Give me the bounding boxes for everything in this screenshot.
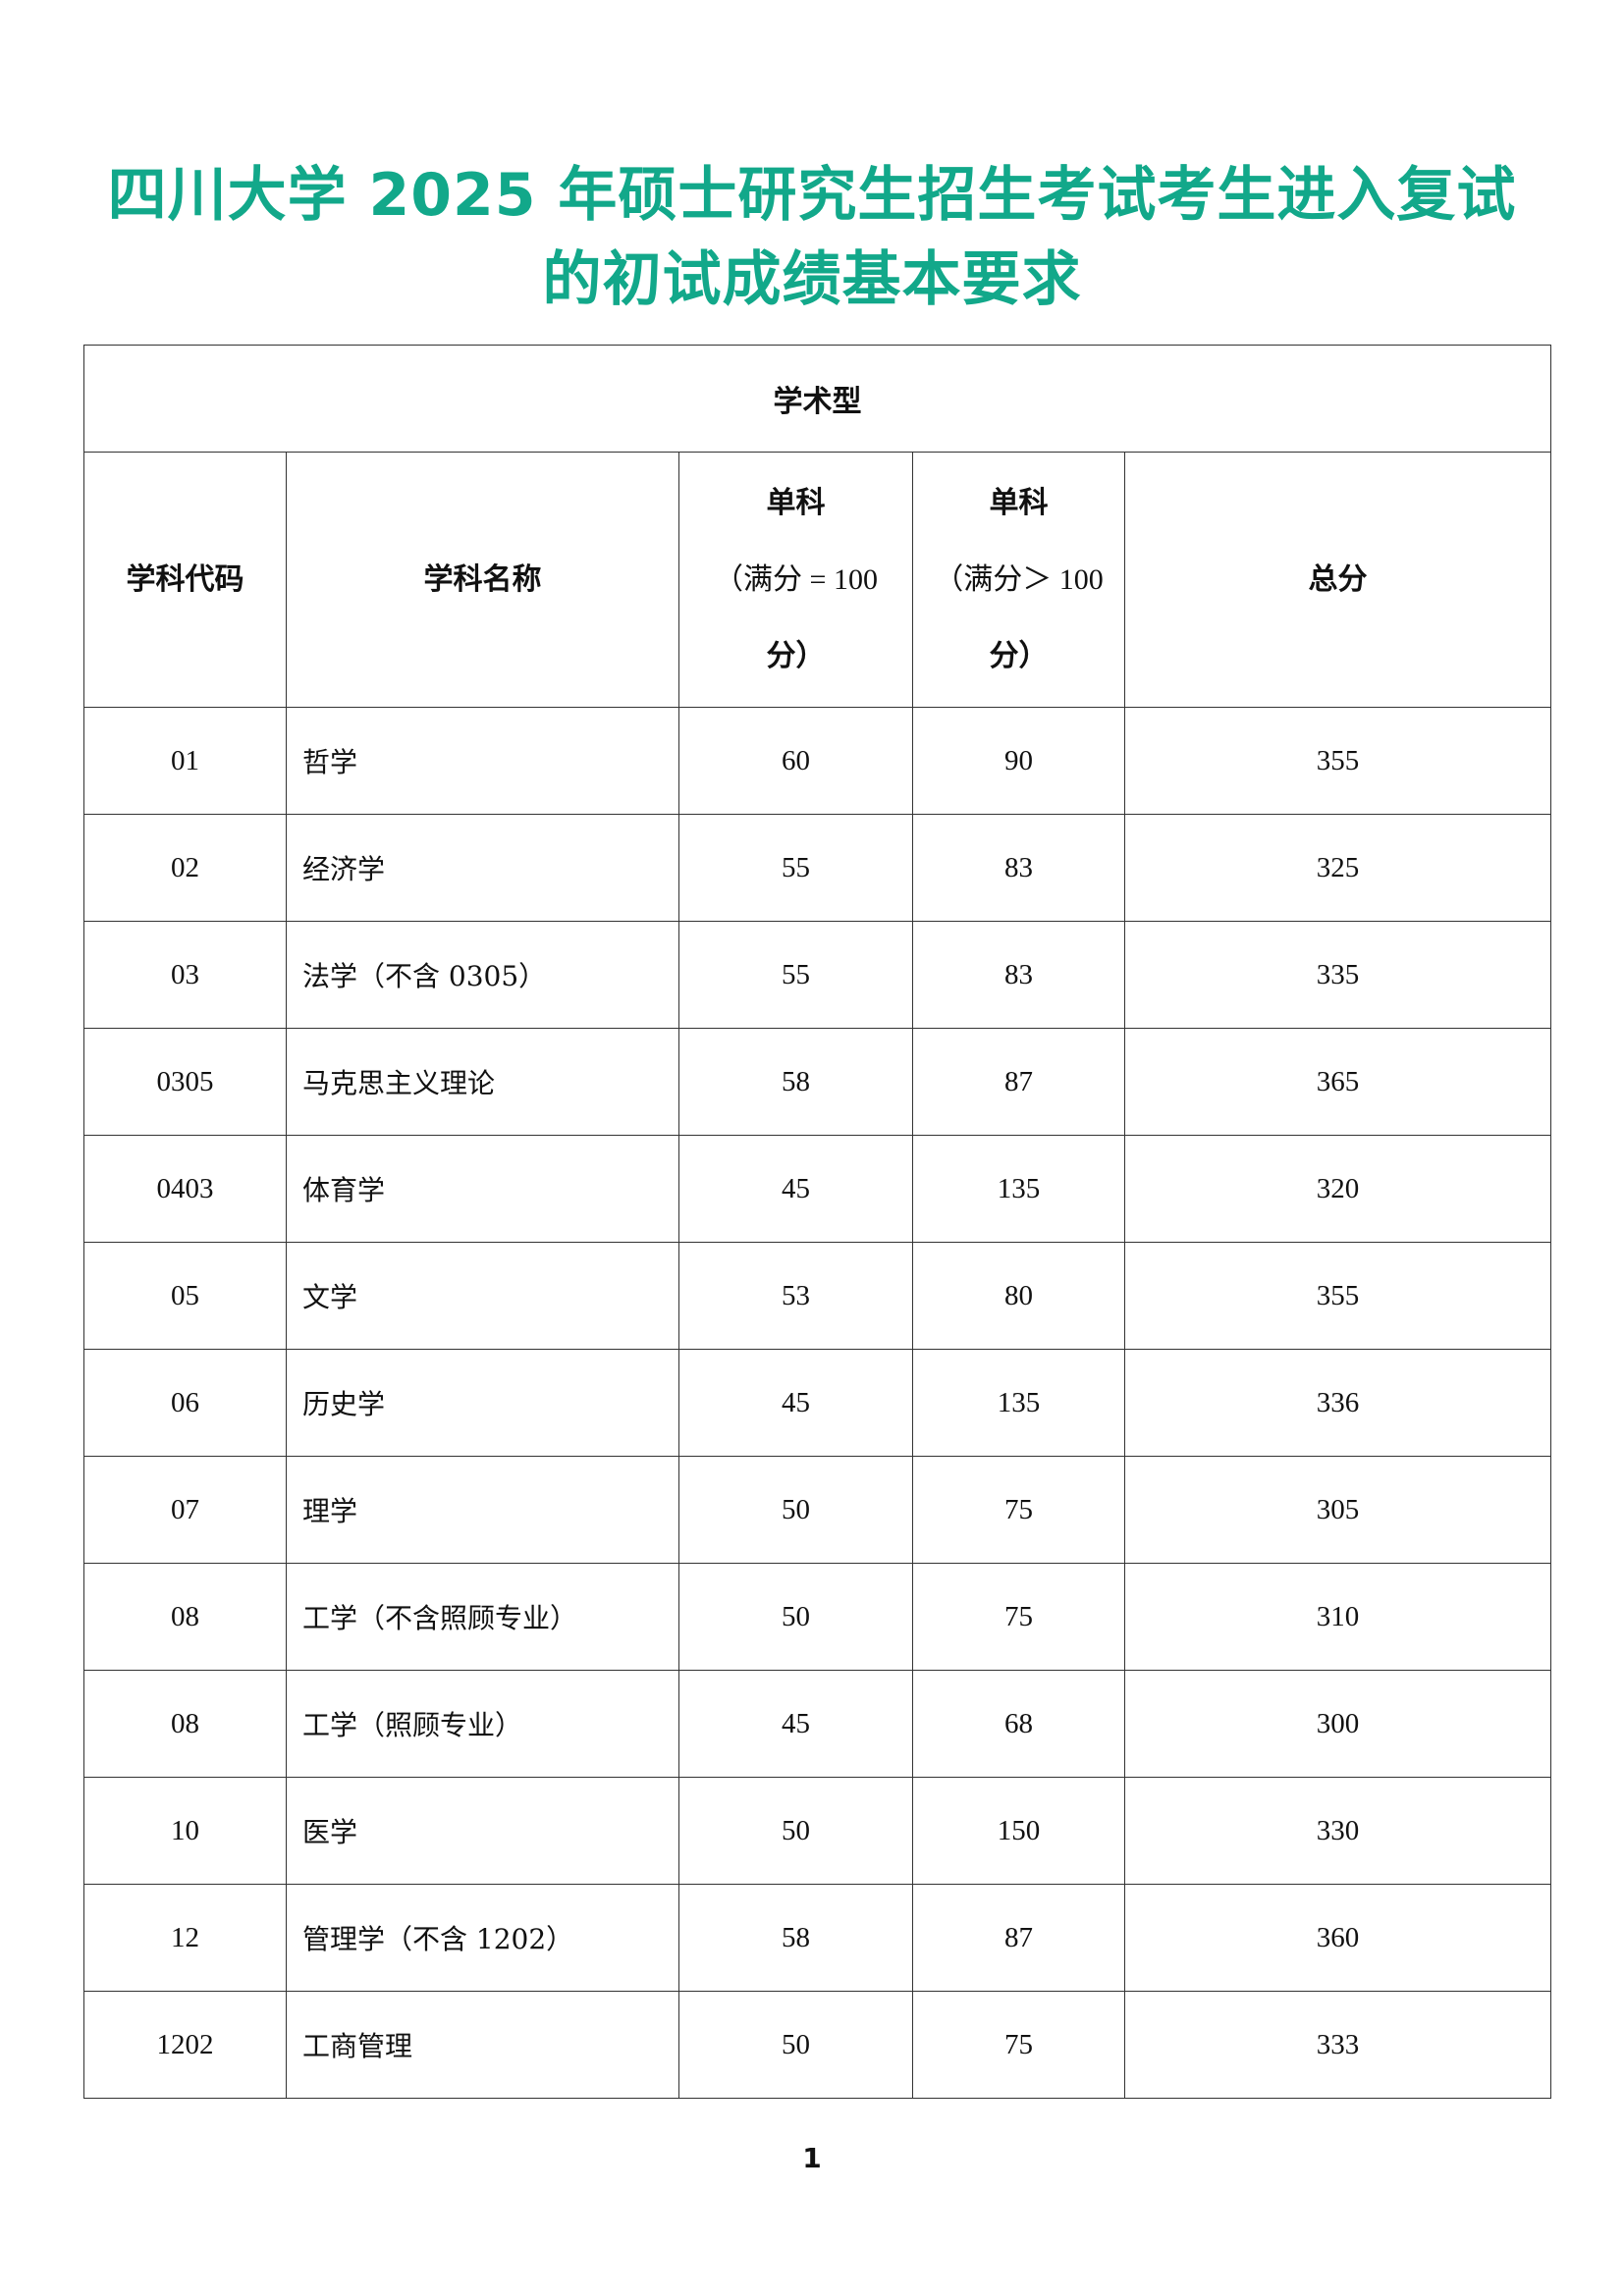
header-text: 单科 bbox=[766, 485, 826, 520]
cell-name: 工学（不含照顾专业） bbox=[286, 1563, 679, 1671]
cell-single-100: 45 bbox=[678, 1135, 913, 1243]
cell-total: 320 bbox=[1123, 1135, 1552, 1243]
cell-code: 0305 bbox=[83, 1028, 287, 1136]
table-row: 03 法学（不含 0305） 55 83 335 bbox=[83, 921, 1552, 1029]
cell-single-over-100: 135 bbox=[912, 1349, 1125, 1457]
cell-code: 05 bbox=[83, 1242, 287, 1350]
cell-single-100: 50 bbox=[678, 1563, 913, 1671]
cell-name: 工学（照顾专业） bbox=[286, 1670, 679, 1778]
cell-code: 02 bbox=[83, 814, 287, 922]
cell-name: 工商管理 bbox=[286, 1991, 679, 2099]
table-row: 08 工学（照顾专业） 45 68 300 bbox=[83, 1670, 1552, 1778]
cell-code: 08 bbox=[83, 1563, 287, 1671]
cell-name: 文学 bbox=[286, 1242, 679, 1350]
cell-code: 07 bbox=[83, 1456, 287, 1564]
title-line-1: 四川大学 2025 年硕士研究生招生考试考生进入复试 bbox=[107, 161, 1517, 230]
cell-single-over-100: 87 bbox=[912, 1028, 1125, 1136]
cell-single-over-100: 83 bbox=[912, 921, 1125, 1029]
cell-single-100: 55 bbox=[678, 814, 913, 922]
cell-total: 365 bbox=[1123, 1028, 1552, 1136]
cell-single-over-100: 75 bbox=[912, 1563, 1125, 1671]
cell-single-over-100: 83 bbox=[912, 814, 1125, 922]
table-row: 0403 体育学 45 135 320 bbox=[83, 1135, 1552, 1243]
cell-name: 法学（不含 0305） bbox=[286, 921, 679, 1029]
cell-total: 355 bbox=[1123, 1242, 1552, 1350]
cell-single-over-100: 135 bbox=[912, 1135, 1125, 1243]
cell-total: 333 bbox=[1123, 1991, 1552, 2099]
cell-single-100: 45 bbox=[678, 1670, 913, 1778]
cell-code: 01 bbox=[83, 707, 287, 815]
cell-name: 管理学（不含 1202） bbox=[286, 1884, 679, 1992]
cell-single-100: 60 bbox=[678, 707, 913, 815]
header-code: 学科代码 bbox=[83, 452, 287, 708]
cell-code: 10 bbox=[83, 1777, 287, 1885]
cell-name: 体育学 bbox=[286, 1135, 679, 1243]
header-name: 学科名称 bbox=[286, 452, 679, 708]
table-row: 06 历史学 45 135 336 bbox=[83, 1349, 1552, 1457]
cell-single-over-100: 75 bbox=[912, 1456, 1125, 1564]
cell-single-100: 58 bbox=[678, 1028, 913, 1136]
cell-name: 马克思主义理论 bbox=[286, 1028, 679, 1136]
table-row: 12 管理学（不含 1202） 58 87 360 bbox=[83, 1884, 1552, 1992]
cell-total: 330 bbox=[1123, 1777, 1552, 1885]
cell-code: 06 bbox=[83, 1349, 287, 1457]
header-text: （满分 = 100 bbox=[714, 562, 878, 596]
table-row: 0305 马克思主义理论 58 87 365 bbox=[83, 1028, 1552, 1136]
header-text: 单科 bbox=[989, 485, 1049, 520]
page-title: 四川大学 2025 年硕士研究生招生考试考生进入复试 的初试成绩基本要求 bbox=[0, 153, 1624, 322]
cell-total: 305 bbox=[1123, 1456, 1552, 1564]
header-text: 分） bbox=[989, 638, 1049, 673]
table-row: 05 文学 53 80 355 bbox=[83, 1242, 1552, 1350]
title-line-2: 的初试成绩基本要求 bbox=[542, 245, 1082, 314]
table-row: 01 哲学 60 90 355 bbox=[83, 707, 1552, 815]
score-table: 学术型 学科代码 学科名称 单科 （满分 = 100 分） 单科 （满分＞ 10… bbox=[82, 345, 1552, 2099]
cell-single-over-100: 80 bbox=[912, 1242, 1125, 1350]
category-header: 学术型 bbox=[82, 345, 1552, 453]
cell-single-100: 50 bbox=[678, 1456, 913, 1564]
cell-name: 哲学 bbox=[286, 707, 679, 815]
cell-single-over-100: 87 bbox=[912, 1884, 1125, 1992]
cell-code: 1202 bbox=[83, 1991, 287, 2099]
cell-name: 经济学 bbox=[286, 814, 679, 922]
cell-total: 355 bbox=[1123, 707, 1552, 815]
table-row: 1202 工商管理 50 75 333 bbox=[83, 1991, 1552, 2099]
table-row: 07 理学 50 75 305 bbox=[83, 1456, 1552, 1564]
cell-name: 理学 bbox=[286, 1456, 679, 1564]
table-row: 02 经济学 55 83 325 bbox=[83, 814, 1552, 922]
cell-total: 360 bbox=[1123, 1884, 1552, 1992]
header-single-over-100: 单科 （满分＞ 100 分） bbox=[912, 452, 1125, 708]
cell-single-100: 53 bbox=[678, 1242, 913, 1350]
cell-single-100: 55 bbox=[678, 921, 913, 1029]
cell-single-over-100: 150 bbox=[912, 1777, 1125, 1885]
cell-total: 300 bbox=[1123, 1670, 1552, 1778]
cell-single-100: 50 bbox=[678, 1777, 913, 1885]
cell-code: 08 bbox=[83, 1670, 287, 1778]
cell-code: 03 bbox=[83, 921, 287, 1029]
cell-code: 0403 bbox=[83, 1135, 287, 1243]
cell-total: 325 bbox=[1123, 814, 1552, 922]
page-number: 1 bbox=[802, 2142, 822, 2174]
header-text: （满分＞ 100 bbox=[934, 562, 1104, 596]
cell-single-over-100: 68 bbox=[912, 1670, 1125, 1778]
header-total: 总分 bbox=[1123, 452, 1552, 708]
cell-single-over-100: 75 bbox=[912, 1991, 1125, 2099]
cell-single-100: 58 bbox=[678, 1884, 913, 1992]
header-single-100: 单科 （满分 = 100 分） bbox=[678, 452, 913, 708]
cell-single-100: 50 bbox=[678, 1991, 913, 2099]
table-row: 10 医学 50 150 330 bbox=[83, 1777, 1552, 1885]
cell-name: 医学 bbox=[286, 1777, 679, 1885]
cell-total: 310 bbox=[1123, 1563, 1552, 1671]
cell-total: 335 bbox=[1123, 921, 1552, 1029]
table-row: 08 工学（不含照顾专业） 50 75 310 bbox=[83, 1563, 1552, 1671]
header-text: 分） bbox=[766, 638, 826, 673]
cell-total: 336 bbox=[1123, 1349, 1552, 1457]
cell-name: 历史学 bbox=[286, 1349, 679, 1457]
cell-single-over-100: 90 bbox=[912, 707, 1125, 815]
cell-code: 12 bbox=[83, 1884, 287, 1992]
cell-single-100: 45 bbox=[678, 1349, 913, 1457]
